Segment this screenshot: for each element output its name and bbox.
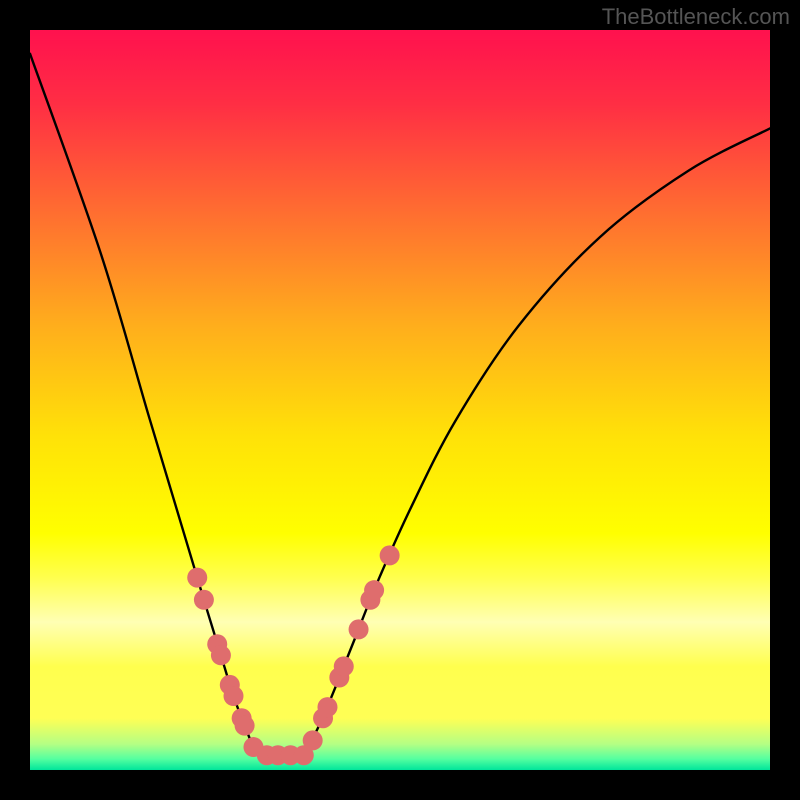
data-marker [235,716,255,736]
data-marker [224,686,244,706]
data-marker [317,697,337,717]
data-marker [364,580,384,600]
data-marker [380,545,400,565]
curve-layer [30,30,770,770]
data-marker [303,730,323,750]
v-curve [30,54,770,756]
markers-group [187,545,399,765]
data-marker [211,645,231,665]
data-marker [334,656,354,676]
data-marker [349,619,369,639]
watermark-text: TheBottleneck.com [602,4,790,30]
data-marker [187,568,207,588]
plot-area [30,30,770,770]
data-marker [194,590,214,610]
